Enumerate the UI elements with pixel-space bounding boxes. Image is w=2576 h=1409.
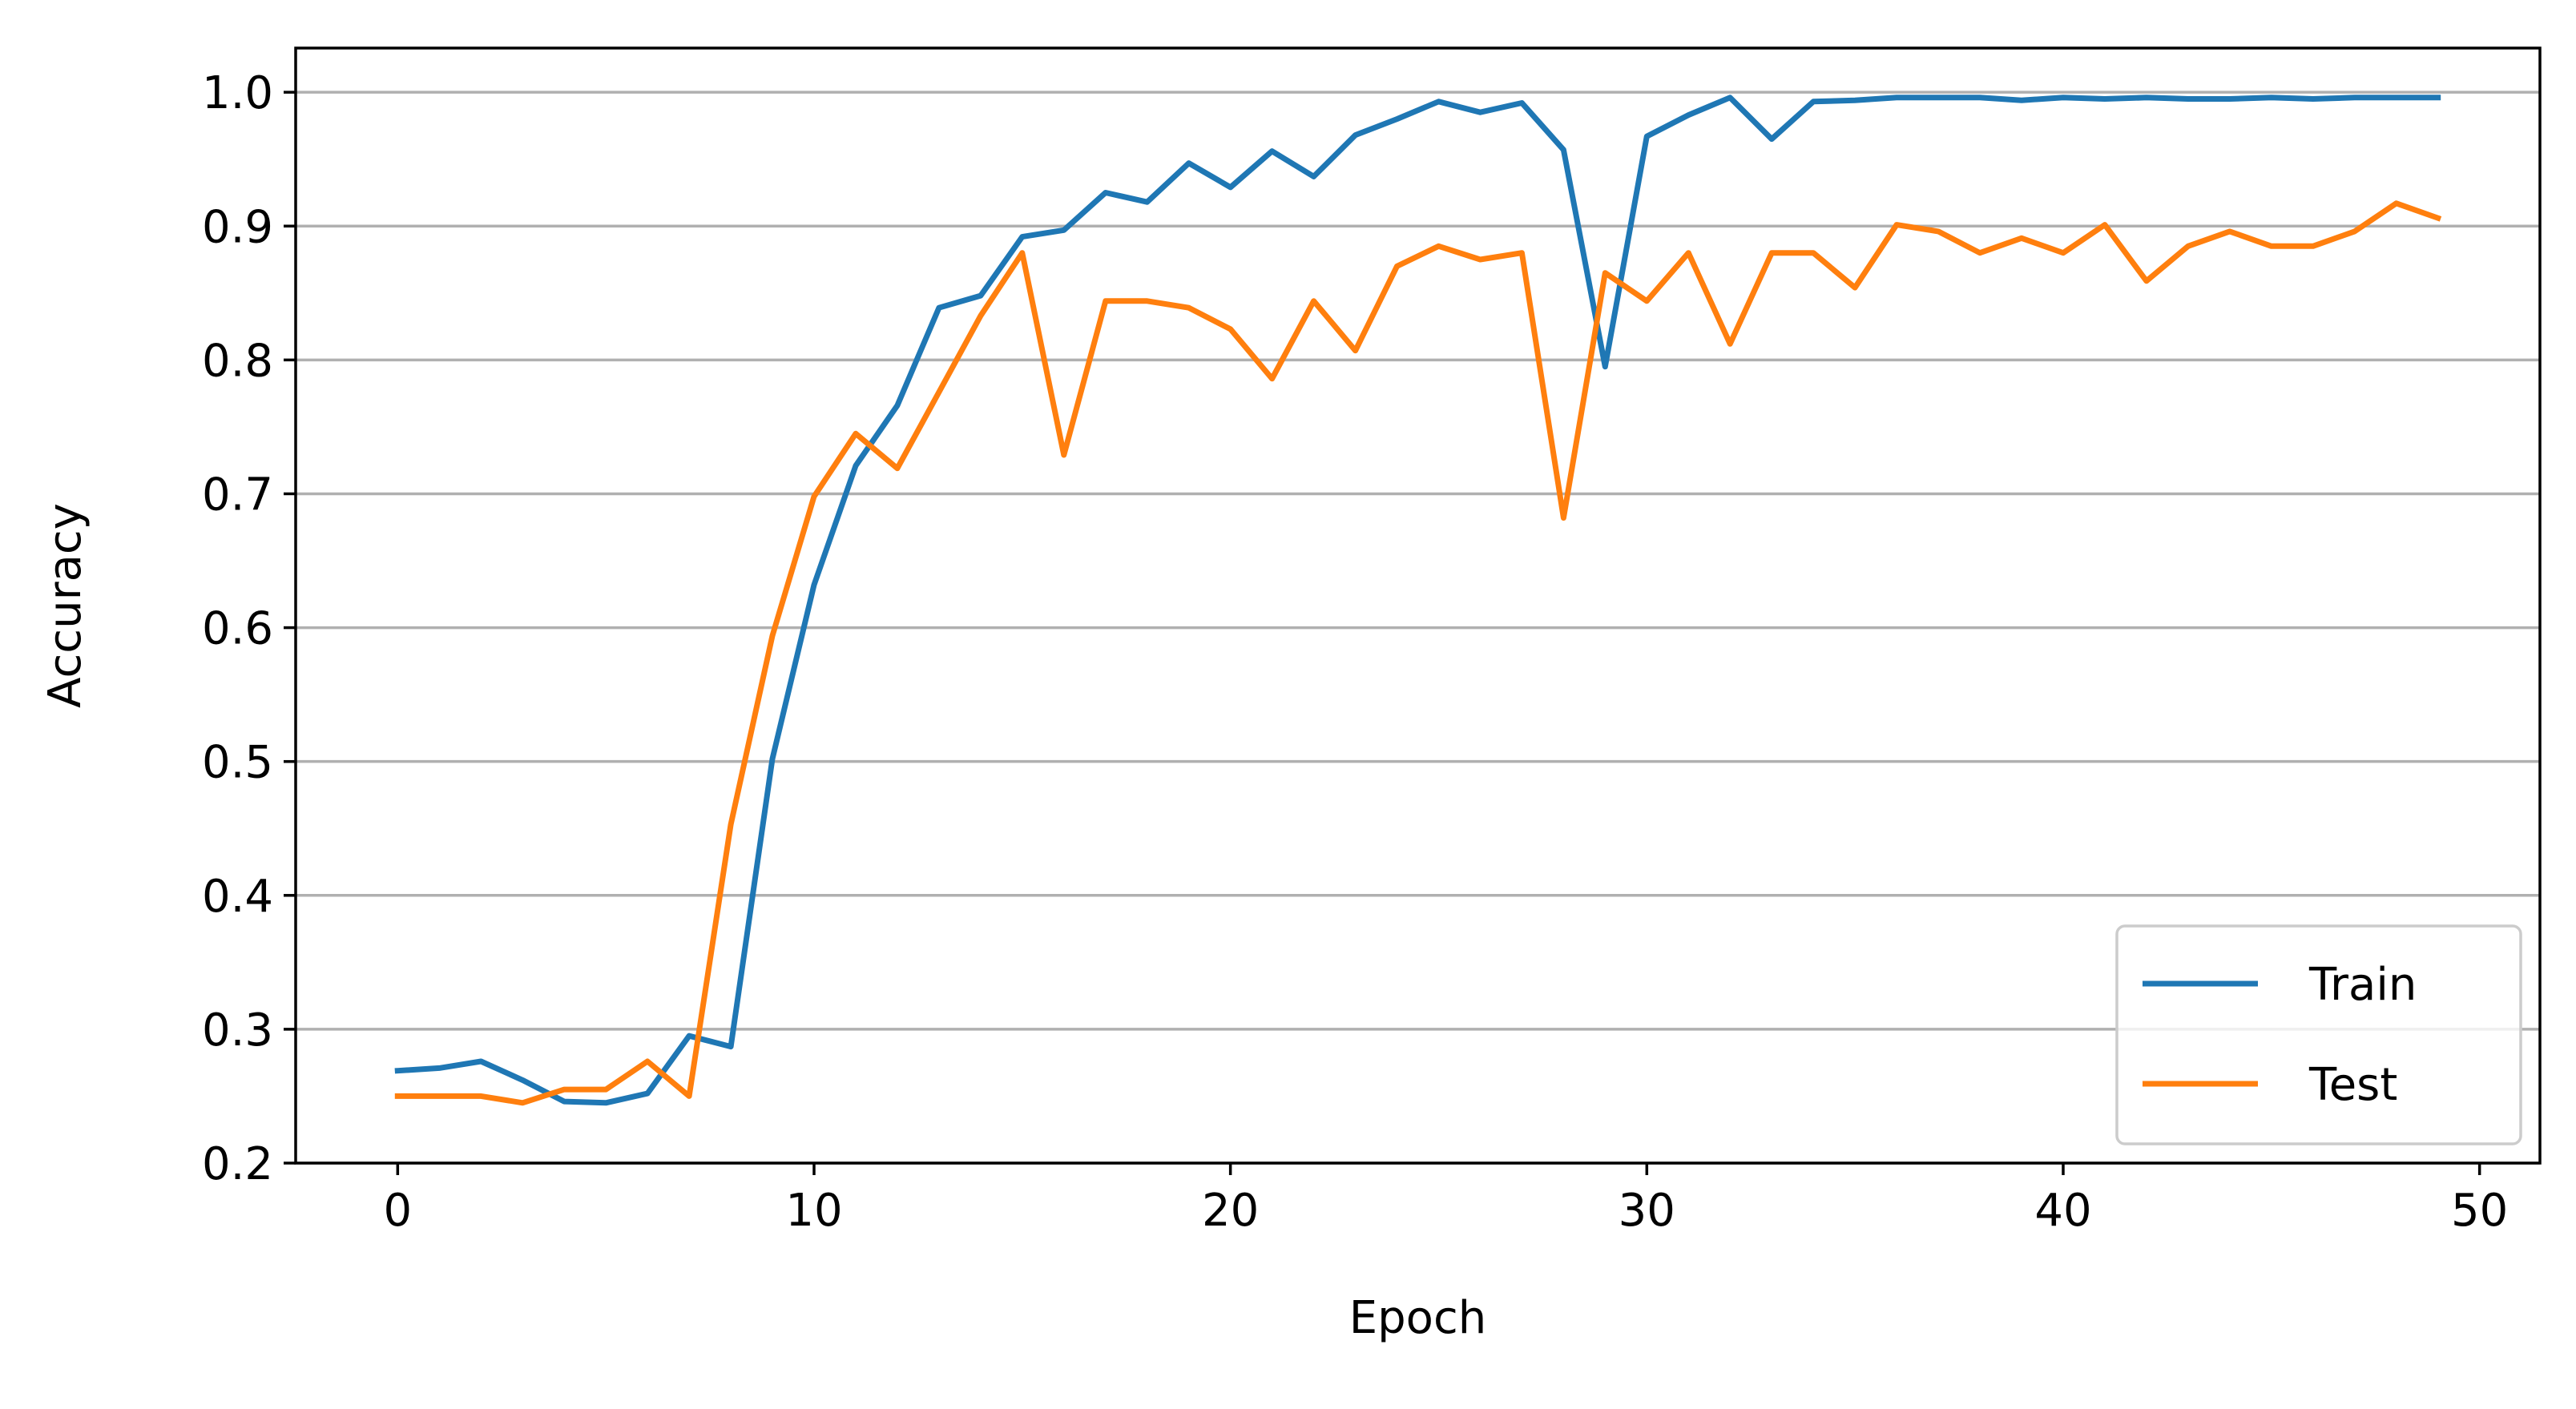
plot-frame [294,46,2542,1165]
x-tick-label: 50 [2451,1185,2508,1237]
legend-label-test: Test [2308,1059,2397,1111]
legend: Train Test [2115,924,2522,1145]
x-tick-label: 0 [383,1185,412,1237]
x-tick-label: 40 [2034,1185,2091,1237]
y-tick-label: 0.5 [202,737,273,789]
series-layer [394,95,2442,1106]
y-tick-label: 0.4 [202,871,273,923]
y-tick-label: 0.7 [202,469,273,521]
x-tick-label: 10 [785,1185,842,1237]
legend-label-train: Train [2308,959,2417,1011]
y-tick-label: 0.6 [202,603,273,655]
series-line-train [394,95,2441,1106]
legend-box [2115,924,2522,1145]
x-axis: 0 10 20 30 40 50 [383,1163,2508,1237]
x-axis-label: Epoch [1349,1292,1486,1344]
y-tick-label: 0.3 [202,1004,273,1057]
y-axis: 0.2 0.3 0.4 0.5 0.6 0.7 0.8 0.9 1.0 [202,67,296,1190]
y-tick-label: 1.0 [202,67,273,119]
y-tick-label: 0.2 [202,1138,273,1190]
x-tick-label: 20 [1202,1185,1259,1237]
y-tick-label: 0.8 [202,335,273,387]
series-line-test [394,200,2442,1106]
y-axis-label: Accuracy [39,503,91,708]
x-tick-label: 30 [1619,1185,1675,1237]
y-tick-label: 0.9 [202,201,273,253]
